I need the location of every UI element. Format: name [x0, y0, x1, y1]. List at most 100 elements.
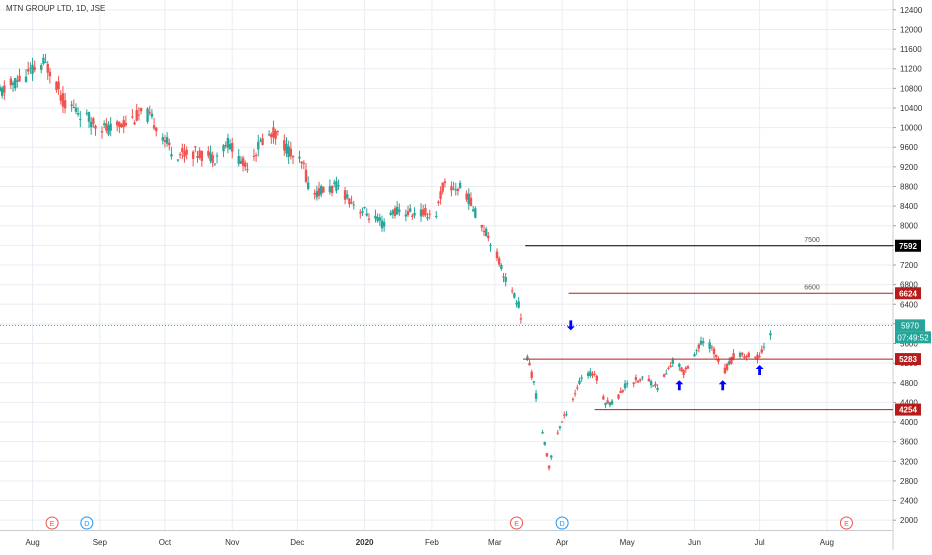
candle-body [55, 81, 58, 91]
candle-body [504, 277, 507, 282]
candle-body [541, 432, 544, 434]
candle-body [656, 388, 659, 391]
candle-body [135, 110, 138, 121]
candle-body [107, 125, 110, 135]
symbol-title: MTN GROUP LTD, 1D, JSE [6, 4, 106, 13]
candle-body [458, 182, 462, 189]
candle-body [422, 209, 425, 216]
candle-body [667, 367, 670, 369]
candle-body [363, 207, 366, 209]
candle-body [48, 71, 52, 77]
candle-body [44, 62, 47, 64]
candle-body [27, 69, 30, 72]
candle-body [367, 218, 371, 220]
candle-body [376, 217, 379, 222]
candle-body [408, 208, 412, 212]
arrow-shape [566, 320, 575, 331]
price-tick-label: 8000 [900, 222, 918, 231]
candle-body [593, 373, 596, 375]
candle-body [300, 161, 303, 164]
candle-body [246, 169, 249, 171]
candle-body [163, 140, 167, 142]
candle-body [621, 390, 625, 392]
level-label: 7500 [804, 237, 820, 244]
candle-body [686, 366, 690, 369]
candle-body [207, 151, 210, 156]
candle-body [602, 396, 605, 400]
candle-body [226, 137, 230, 148]
candle-body [480, 224, 484, 228]
candle-body [257, 141, 260, 150]
candle-body [437, 201, 440, 203]
candle-body [389, 212, 392, 215]
earnings-marker[interactable] [839, 516, 853, 530]
earnings-marker[interactable] [45, 516, 59, 530]
candle-body [213, 163, 217, 165]
candle-body [241, 157, 245, 166]
dividend-marker[interactable] [80, 516, 94, 530]
candle-body [291, 155, 295, 158]
candle-body [617, 394, 620, 399]
candle-body [61, 93, 65, 107]
level-label: 6600 [804, 284, 820, 291]
price-tick-label: 4400 [900, 398, 918, 407]
candle-body [254, 154, 258, 156]
earnings-marker[interactable] [510, 516, 524, 530]
candle-body [652, 385, 655, 387]
price-tick-label: 8800 [900, 182, 918, 191]
candle-body [115, 121, 119, 126]
candle-body [120, 123, 123, 128]
candle-body [454, 189, 457, 191]
candle-body [176, 159, 180, 161]
candle-body [680, 367, 683, 372]
candle-body [723, 367, 727, 374]
candle-body [374, 215, 377, 219]
candle-body [137, 114, 141, 116]
candle-body [649, 381, 653, 386]
candle-body [270, 133, 273, 138]
level-price-tag [895, 239, 921, 252]
candle-body [743, 356, 746, 359]
candle-body [532, 381, 536, 383]
candle-body [391, 210, 395, 215]
time-tick-label: Jul [754, 538, 764, 547]
candle-body [441, 182, 444, 192]
level-price-tag-label: 5283 [899, 355, 917, 364]
candle-body [741, 352, 744, 355]
candle-body [16, 80, 19, 82]
candle-body [715, 354, 718, 357]
candle-body [0, 87, 4, 96]
candle-body [198, 150, 201, 158]
candle-body [443, 181, 447, 184]
candle-body [200, 150, 204, 161]
candle-body [565, 414, 568, 416]
price-tick-label: 10000 [900, 124, 923, 133]
candle-body [63, 100, 67, 109]
candle-body [150, 113, 154, 117]
candle-body [398, 209, 401, 212]
arrow-shape [718, 380, 727, 391]
candle-body [745, 355, 748, 358]
candle-body [424, 208, 427, 216]
candle-body [335, 181, 338, 191]
level-price-tag [895, 403, 921, 416]
candle-body [380, 220, 384, 229]
dividend-marker[interactable] [555, 516, 569, 530]
arrow-up-icon [718, 380, 727, 391]
candle-body [606, 400, 609, 404]
candle-body [133, 122, 136, 125]
event-marker-letter: E [514, 521, 519, 528]
candle-body [697, 344, 701, 349]
candle-body [712, 348, 716, 355]
candle-body [519, 318, 523, 320]
candle-body [302, 162, 306, 164]
time-tick-label: 2020 [356, 538, 374, 547]
candle-body [3, 85, 6, 93]
candle-body [769, 333, 772, 336]
candle-body [11, 82, 15, 85]
candle-body [89, 121, 93, 128]
candle-body [547, 465, 551, 469]
price-tick-label: 9600 [900, 143, 918, 152]
